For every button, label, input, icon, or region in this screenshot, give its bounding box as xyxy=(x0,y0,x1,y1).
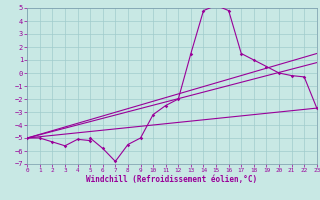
X-axis label: Windchill (Refroidissement éolien,°C): Windchill (Refroidissement éolien,°C) xyxy=(86,175,258,184)
